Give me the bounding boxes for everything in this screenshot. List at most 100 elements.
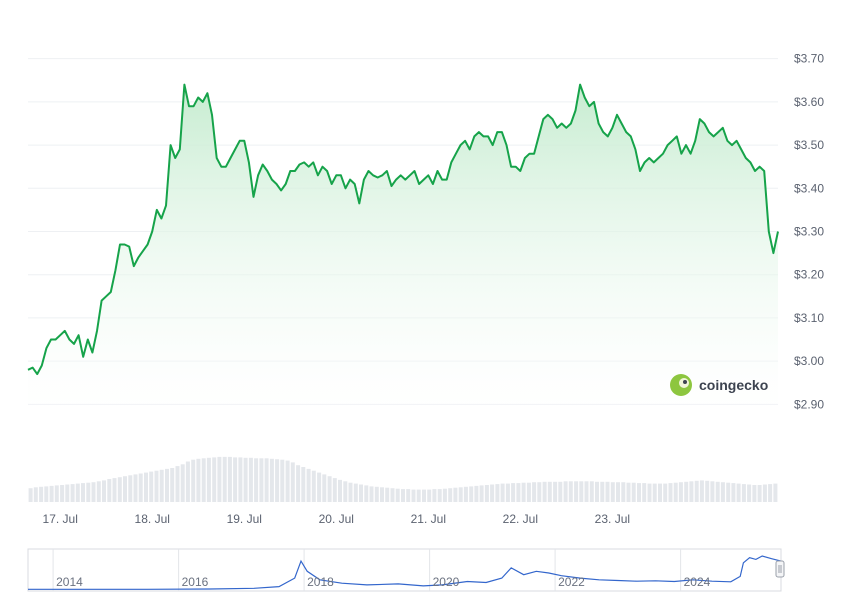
- volume-bar: [516, 483, 521, 502]
- volume-bar: [227, 456, 232, 502]
- volume-bar: [652, 483, 657, 502]
- volume-bar: [626, 482, 631, 502]
- volume-bar: [327, 476, 332, 502]
- volume-bar: [453, 487, 458, 502]
- volume-bar: [762, 484, 767, 502]
- volume-bar: [584, 481, 589, 502]
- y-axis: $3.70 $3.60 $3.50 $3.40 $3.30 $3.20 $3.10 $3.00…: [794, 52, 824, 412]
- x-tick-label: 23. Jul: [595, 512, 630, 526]
- volume-bar: [165, 468, 169, 502]
- volume-bar: [102, 480, 106, 502]
- volume-bar: [547, 481, 552, 502]
- volume-bar: [191, 459, 196, 502]
- volume-bar: [332, 478, 337, 502]
- volume-bar: [180, 464, 185, 502]
- volume-bar: [773, 483, 778, 502]
- volume-bar: [91, 482, 96, 502]
- volume-bar: [338, 479, 342, 502]
- volume-bar: [243, 457, 248, 502]
- volume-bar: [631, 482, 636, 502]
- volume-bar: [117, 477, 122, 502]
- price-line: [27, 83, 779, 376]
- volume-bar: [747, 484, 752, 502]
- volume-bar: [537, 482, 542, 502]
- y-tick-label: $3.40: [794, 181, 824, 195]
- volume-bar: [736, 483, 741, 502]
- volume-bar: [128, 475, 133, 502]
- brand-name: coingecko: [699, 377, 768, 393]
- volume-bar: [442, 488, 447, 502]
- volume-bar: [269, 458, 274, 502]
- volume-bar: [159, 469, 164, 502]
- volume-bar: [668, 483, 673, 502]
- range-navigator[interactable]: 2014 2016 2018 2020 2022 2024: [27, 548, 785, 592]
- volume-bar: [553, 481, 558, 502]
- volume-bar: [275, 459, 280, 502]
- navigator-year-labels: 2014 2016 2018 2020 2022 2024: [56, 575, 711, 589]
- volume-bar: [568, 481, 573, 502]
- volume-bar: [364, 485, 369, 502]
- volume-bar: [720, 482, 725, 502]
- volume-bar: [133, 474, 138, 502]
- volume-bar: [322, 474, 327, 502]
- volume-bar: [259, 458, 264, 502]
- volume-bar: [359, 484, 363, 502]
- volume-bar: [689, 481, 694, 502]
- volume-bar: [621, 482, 626, 502]
- navigator-year-label: 2014: [56, 575, 83, 589]
- volume-bar: [715, 481, 720, 502]
- volume-bar: [343, 481, 348, 502]
- volume-bar: [469, 486, 474, 502]
- volume-bar: [374, 486, 379, 502]
- volume-bar: [28, 488, 33, 502]
- navigator-handle[interactable]: [775, 560, 785, 578]
- volume-bar: [558, 481, 563, 502]
- volume-bar: [311, 470, 316, 502]
- volume-bar: [710, 481, 715, 502]
- volume-bar: [505, 483, 510, 502]
- volume-bar: [463, 486, 468, 502]
- volume-bar: [39, 486, 44, 502]
- volume-bar: [411, 489, 416, 502]
- navigator-year-label: 2016: [182, 575, 209, 589]
- volume-bar: [70, 484, 75, 502]
- volume-bar: [616, 482, 620, 502]
- volume-bar: [107, 479, 112, 502]
- volume-bar: [96, 481, 101, 502]
- navigator-year-label: 2020: [433, 575, 460, 589]
- volume-bar: [238, 457, 243, 502]
- volume-bar: [479, 485, 484, 502]
- volume-bar: [422, 489, 426, 502]
- volume-bar: [285, 460, 290, 502]
- y-tick-label: $2.90: [794, 397, 824, 411]
- volume-bar: [369, 486, 374, 502]
- volume-bar: [741, 484, 746, 502]
- volume-bar: [390, 488, 395, 502]
- volume-bar: [353, 483, 358, 502]
- volume-bar: [49, 485, 54, 502]
- volume-bar: [474, 485, 479, 502]
- volume-bar: [248, 457, 253, 502]
- volume-bar: [600, 481, 605, 502]
- volume-bar: [610, 482, 615, 502]
- volume-bar: [233, 457, 238, 502]
- volume-bar: [731, 483, 736, 502]
- volume-bar: [705, 480, 710, 502]
- y-tick-label: $3.10: [794, 311, 824, 325]
- volume-bar: [757, 485, 762, 502]
- volume-bar: [290, 462, 295, 502]
- volume-bar: [138, 473, 143, 502]
- volume-bar: [317, 472, 322, 502]
- volume-bar: [406, 489, 411, 502]
- volume-bar: [673, 482, 678, 502]
- volume-bar: [647, 483, 652, 502]
- volume-bar: [222, 456, 227, 502]
- volume-bar: [490, 484, 495, 502]
- y-tick-label: $3.50: [794, 138, 824, 152]
- volume-bar: [416, 489, 421, 502]
- x-tick-label: 21. Jul: [411, 512, 446, 526]
- volume-bar: [254, 458, 259, 502]
- x-tick-label: 18. Jul: [135, 512, 170, 526]
- volume-bar: [532, 482, 537, 502]
- volume-bar: [521, 482, 526, 502]
